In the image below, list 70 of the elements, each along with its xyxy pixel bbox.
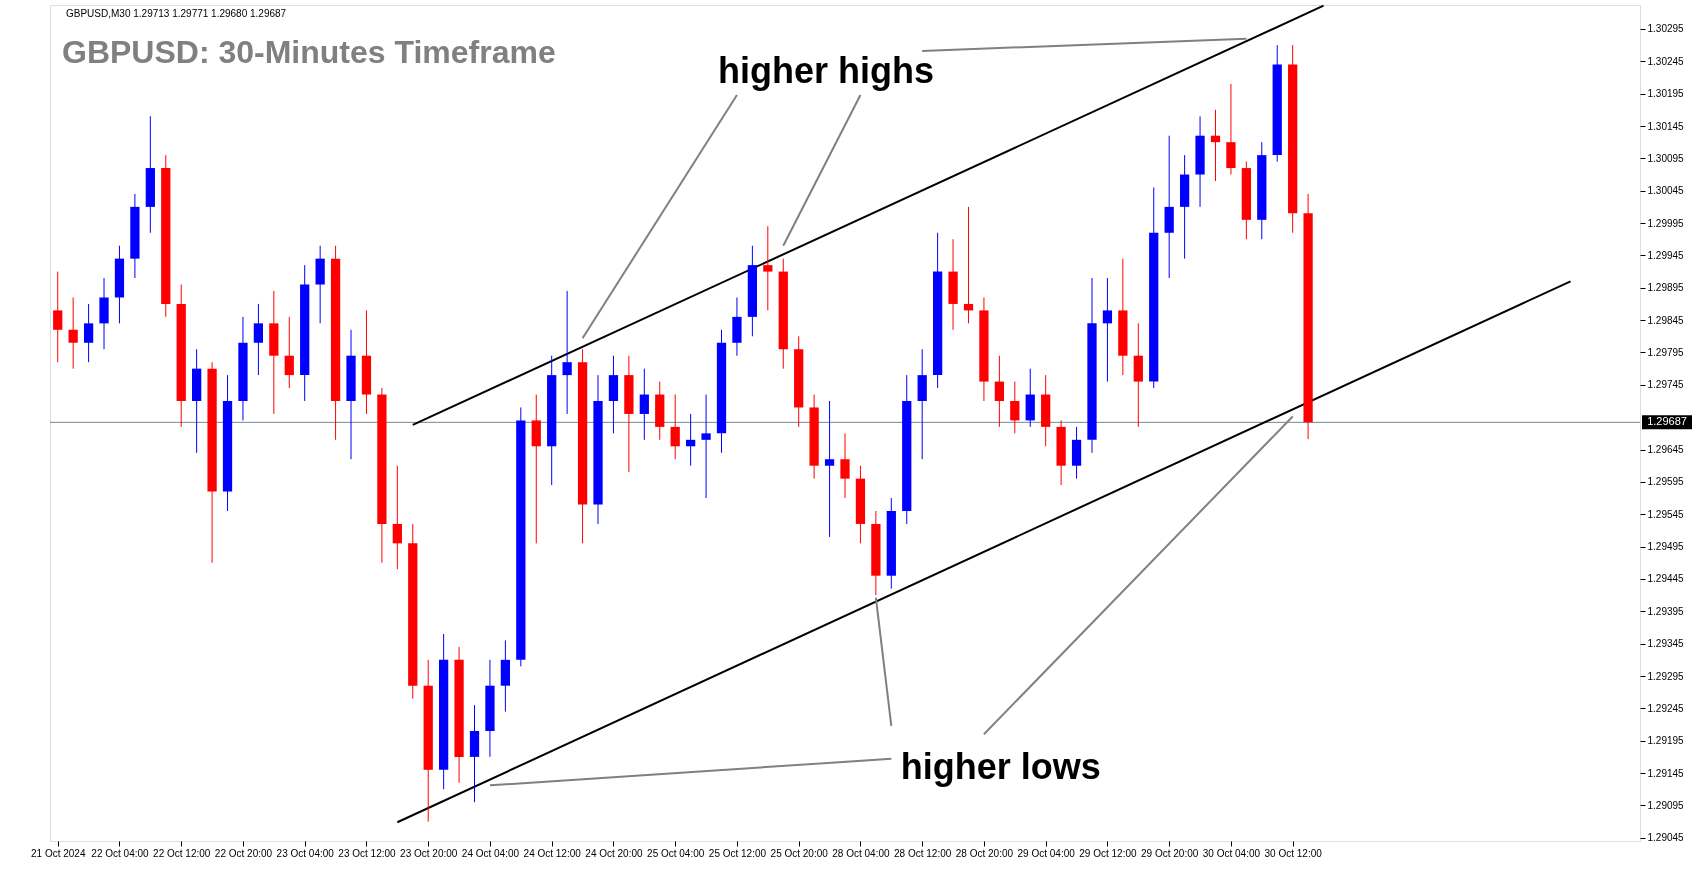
y-tick-label: 1.29245 <box>1647 702 1685 714</box>
x-tick-label: 29 Oct 04:00 <box>1017 847 1076 859</box>
x-tick-label: 24 Oct 12:00 <box>523 847 582 859</box>
y-tick-label: 1.30095 <box>1647 152 1685 164</box>
y-tick-label: 1.29345 <box>1647 638 1685 650</box>
y-tick-label: 1.29795 <box>1647 346 1685 358</box>
x-tick-label: 29 Oct 20:00 <box>1141 847 1199 859</box>
candlestick <box>840 432 850 499</box>
x-tick-label: 28 Oct 04:00 <box>832 847 890 859</box>
y-tick-label: 1.29745 <box>1647 379 1685 391</box>
y-tick-label: 1.29845 <box>1647 314 1685 326</box>
y-tick-label: 1.29495 <box>1647 541 1685 553</box>
chart-subtitle: GBPUSD,M30 1.29713 1.29771 1.29680 1.29687 <box>66 8 287 19</box>
y-tick-label: 1.30195 <box>1647 88 1685 100</box>
y-tick-label: 1.29645 <box>1647 444 1685 456</box>
annotation: higher highs <box>717 49 934 91</box>
candlestick <box>83 303 94 363</box>
x-tick-label: 22 Oct 20:00 <box>214 847 273 859</box>
candlestick <box>1010 381 1020 434</box>
x-tick-label: 21 Oct 2024 <box>30 847 86 859</box>
y-tick-label: 1.29995 <box>1647 217 1685 229</box>
x-tick-label: 22 Oct 12:00 <box>153 847 211 859</box>
x-tick-label: 23 Oct 12:00 <box>338 847 397 859</box>
x-tick-label: 24 Oct 04:00 <box>461 847 520 859</box>
candlestick <box>1102 277 1113 383</box>
candlestick <box>253 303 264 376</box>
x-tick-label: 25 Oct 04:00 <box>647 847 705 859</box>
x-tick-label: 30 Oct 12:00 <box>1264 847 1323 859</box>
x-tick-label: 22 Oct 04:00 <box>91 847 150 859</box>
y-tick-label: 1.29295 <box>1647 670 1685 682</box>
candlestick <box>639 368 649 441</box>
y-tick-label: 1.29895 <box>1647 282 1685 294</box>
candlestick <box>53 271 63 363</box>
x-tick-label: 28 Oct 20:00 <box>955 847 1014 859</box>
ref-line-label: 1.29687 <box>1647 415 1687 428</box>
x-tick-label: 30 Oct 04:00 <box>1202 847 1261 859</box>
y-tick-label: 1.29445 <box>1647 573 1685 585</box>
candlestick <box>824 400 835 538</box>
y-tick-label: 1.29095 <box>1647 799 1685 811</box>
candlestick <box>392 465 402 570</box>
x-tick-label: 25 Oct 20:00 <box>770 847 829 859</box>
x-tick-label: 29 Oct 12:00 <box>1079 847 1137 859</box>
candlestick <box>686 413 696 467</box>
annotation: higher lows <box>900 746 1101 788</box>
candlestick <box>562 290 572 415</box>
candlestick <box>763 225 773 311</box>
candlestick <box>1210 109 1221 182</box>
x-tick-label: 23 Oct 04:00 <box>276 847 335 859</box>
candlestick <box>963 206 974 324</box>
x-tick-label: 24 Oct 20:00 <box>585 847 644 859</box>
x-tick-label: 28 Oct 12:00 <box>894 847 952 859</box>
y-tick-label: 1.29945 <box>1647 249 1685 261</box>
candlestick <box>68 296 78 370</box>
candlestick <box>284 316 294 389</box>
text: GBPUSD: 30-Minutes Timeframe <box>62 34 556 70</box>
y-tick-label: 1.30045 <box>1647 185 1685 197</box>
y-tick-label: 1.29045 <box>1647 832 1685 844</box>
x-tick-label: 25 Oct 12:00 <box>708 847 767 859</box>
y-tick-label: 1.29545 <box>1647 508 1685 520</box>
y-tick-label: 1.29595 <box>1647 476 1685 488</box>
x-tick-label: 23 Oct 20:00 <box>400 847 458 859</box>
y-tick-label: 1.30245 <box>1647 55 1685 67</box>
y-tick-label: 1.29195 <box>1647 735 1685 747</box>
y-tick-label: 1.29395 <box>1647 605 1685 617</box>
y-tick-label: 1.30145 <box>1647 120 1685 132</box>
candlestick <box>994 355 1004 428</box>
y-tick-label: 1.30295 <box>1647 23 1685 35</box>
candlestick <box>670 394 680 460</box>
candlestick <box>701 394 711 499</box>
y-tick-label: 1.29145 <box>1647 767 1685 779</box>
